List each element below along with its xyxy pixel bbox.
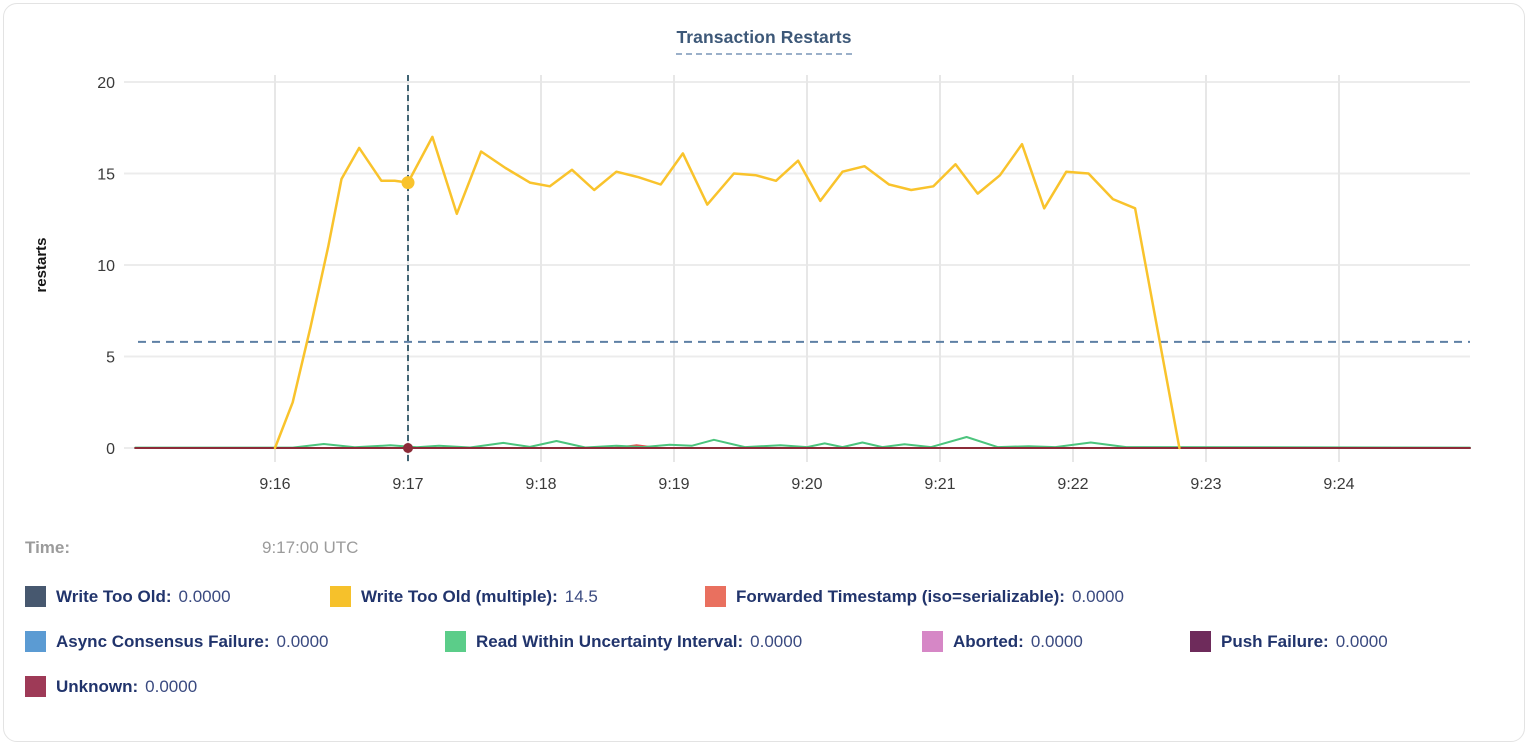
- legend-item-read-within-uncertainty-interval[interactable]: Read Within Uncertainty Interval: 0.0000: [445, 631, 802, 652]
- legend-value: 0.0000: [1030, 631, 1083, 651]
- legend-item-forwarded-timestamp[interactable]: Forwarded Timestamp (iso=serializable): …: [705, 586, 1124, 607]
- legend-swatch-aborted: [922, 631, 943, 652]
- legend-label: Write Too Old (multiple):: [361, 586, 558, 606]
- y-tick-label: 10: [97, 258, 115, 275]
- x-tick-label: 9:19: [658, 476, 689, 493]
- legend-swatch-read-within-uncertainty-interval: [445, 631, 466, 652]
- x-tick-label: 9:17: [392, 476, 423, 493]
- legend-value: 0.0000: [1071, 586, 1124, 606]
- tooltip-time-value: 9:17:00 UTC: [262, 538, 359, 557]
- legend-label: Push Failure:: [1221, 631, 1329, 651]
- legend-swatch-forwarded-timestamp: [705, 586, 726, 607]
- series-line-read-within-uncertainty-interval: [134, 436, 1471, 449]
- legend-item-unknown[interactable]: Unknown: 0.0000: [25, 676, 197, 697]
- x-tick-label: 9:23: [1190, 476, 1221, 493]
- legend-value: 0.0000: [750, 631, 803, 651]
- legend-value: 0.0000: [1335, 631, 1388, 651]
- legend-swatch-push-failure: [1190, 631, 1211, 652]
- x-tick-label: 9:21: [924, 476, 955, 493]
- legend-value: 14.5: [564, 586, 598, 606]
- y-tick-label: 0: [106, 441, 115, 458]
- legend-swatch-write-too-old-multiple: [330, 586, 351, 607]
- legend-item-write-too-old-multiple[interactable]: Write Too Old (multiple): 14.5: [330, 586, 598, 607]
- y-tick-label: 5: [106, 350, 115, 367]
- legend-swatch-unknown: [25, 676, 46, 697]
- y-tick-label: 15: [97, 167, 115, 184]
- legend-value: 0.0000: [145, 676, 198, 696]
- legend-label: Unknown:: [56, 676, 139, 696]
- panel-card: [3, 3, 1525, 742]
- x-tick-label: 9:20: [791, 476, 822, 493]
- crosshair-dot-0: [403, 443, 413, 453]
- legend-item-push-failure[interactable]: Push Failure: 0.0000: [1190, 631, 1388, 652]
- x-tick-label: 9:24: [1323, 476, 1354, 493]
- legend-label: Async Consensus Failure:: [56, 631, 270, 651]
- legend-value: 0.0000: [276, 631, 329, 651]
- legend-label: Write Too Old:: [56, 586, 172, 606]
- legend-item-write-too-old[interactable]: Write Too Old: 0.0000: [25, 586, 231, 607]
- legend-label: Aborted:: [953, 631, 1024, 651]
- legend-swatch-async-consensus-failure: [25, 631, 46, 652]
- transaction-restarts-chart[interactable]: 0 5 10 15 20 9:16 9:17 9:18 9:19 9:20 9:21 9:22 9:23…: [0, 0, 1528, 515]
- x-tick-label: 9:16: [259, 476, 290, 493]
- legend-label: Read Within Uncertainty Interval:: [476, 631, 744, 651]
- legend-item-aborted[interactable]: Aborted: 0.0000: [922, 631, 1083, 652]
- legend-label: Forwarded Timestamp (iso=serializable):: [736, 586, 1065, 606]
- y-tick-label: 20: [97, 75, 115, 92]
- y-axis-title: restarts: [33, 237, 50, 292]
- series-line-write-too-old-multiple: [273, 135, 1181, 450]
- legend-value: 0.0000: [178, 586, 231, 606]
- x-tick-label: 9:22: [1057, 476, 1088, 493]
- legend-item-async-consensus-failure[interactable]: Async Consensus Failure: 0.0000: [25, 631, 329, 652]
- legend-swatch-write-too-old: [25, 586, 46, 607]
- x-tick-label: 9:18: [525, 476, 556, 493]
- crosshair-dot-14-5: [401, 176, 415, 190]
- tooltip-time-label: Time:: [25, 538, 71, 557]
